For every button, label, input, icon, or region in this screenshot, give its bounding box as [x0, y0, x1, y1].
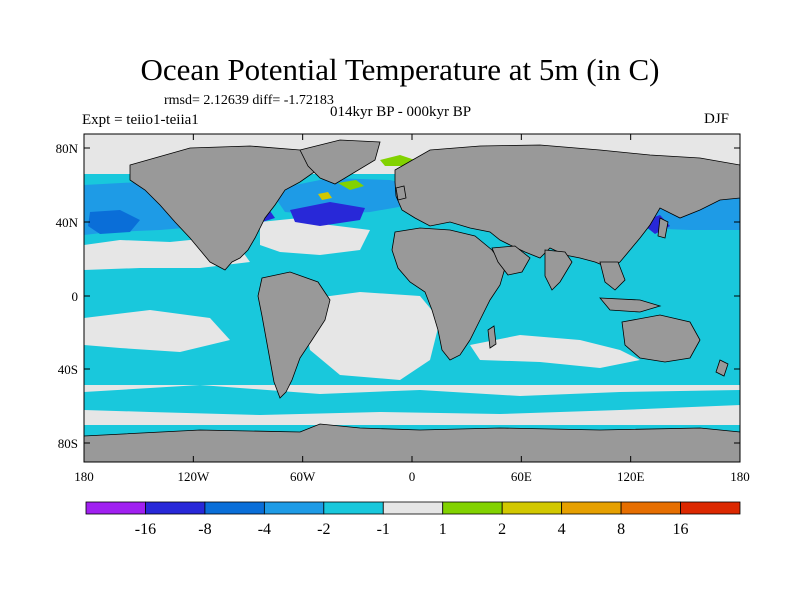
x-tick-label: 180: [730, 469, 750, 484]
madagascar: [487, 325, 497, 349]
south-america: [257, 271, 331, 399]
legend-label: -1: [377, 521, 390, 538]
color-legend: -16 -8 -4 -2 -1 1 2 4 8 16: [85, 501, 741, 538]
x-tick-label: 0: [409, 469, 416, 484]
natlantic-warm: [318, 192, 332, 200]
x-tick-label: 60W: [290, 469, 316, 484]
legend-label: 16: [673, 521, 689, 538]
land-masses: [84, 139, 740, 462]
uk: [395, 185, 407, 201]
legend-label: -8: [198, 521, 211, 538]
africa: [391, 227, 506, 361]
australia: [621, 314, 701, 363]
axis-ticks: 180 120W 60W 0 60E 120E 180 80N 40N 0 40S 80S: [56, 134, 750, 484]
legend-label: 2: [498, 521, 506, 538]
natlantic-cool: [270, 178, 420, 215]
y-tick-label: 80N: [56, 141, 79, 156]
legend-label: -4: [258, 521, 271, 538]
period-label: 014kyr BP - 000kyr BP: [330, 104, 472, 120]
japan: [657, 217, 669, 239]
legend-swatch: [680, 501, 741, 515]
pacific-deep-cool: [88, 210, 140, 234]
natlantic-neutral: [260, 218, 370, 255]
legend-swatch: [620, 501, 681, 515]
legend-swatch: [204, 501, 265, 515]
x-tick-label: 120E: [617, 469, 645, 484]
legend-label: 8: [617, 521, 625, 538]
indian-neutral: [470, 335, 640, 368]
stats-label: rmsd= 2.12639 diff= -1.72183: [164, 93, 334, 108]
x-tick-label: 120W: [177, 469, 210, 484]
y-tick-label: 40N: [56, 215, 79, 230]
legend-swatch: [382, 501, 444, 515]
x-tick-label: 180: [74, 469, 94, 484]
x-tick-label: 60E: [511, 469, 532, 484]
legend-label: -16: [135, 521, 156, 538]
new-zealand: [715, 359, 729, 377]
indonesia: [599, 297, 662, 313]
arabia: [491, 245, 531, 276]
legend-swatch: [561, 501, 622, 515]
y-tick-label: 80S: [58, 436, 78, 451]
satlantic-neutral: [300, 292, 440, 380]
spacific-neutral: [84, 310, 230, 352]
legend-swatch: [442, 501, 503, 515]
indochina: [599, 261, 626, 291]
natlantic-deep-cool: [290, 202, 365, 226]
iceland-warm: [338, 180, 364, 190]
plot-title: Ocean Potential Temperature at 5m (in C): [140, 52, 660, 87]
legend-label: 1: [439, 521, 447, 538]
greenland: [299, 139, 381, 185]
legend-label: 4: [558, 521, 566, 538]
y-tick-label: 0: [72, 289, 79, 304]
legend-swatch: [85, 501, 146, 515]
legend-swatch: [323, 501, 384, 515]
legend-swatch: [501, 501, 563, 515]
antarctica: [84, 423, 740, 462]
season-label: DJF: [704, 111, 730, 127]
experiment-label: Expt = teiio1-teiia1: [82, 112, 199, 128]
legend-swatch: [263, 501, 325, 515]
legend-swatch: [145, 501, 206, 515]
y-tick-label: 40S: [58, 362, 78, 377]
southern-ocean-band: [84, 385, 740, 415]
india: [544, 249, 573, 291]
legend-label: -2: [317, 521, 330, 538]
map-panel: [84, 134, 740, 462]
